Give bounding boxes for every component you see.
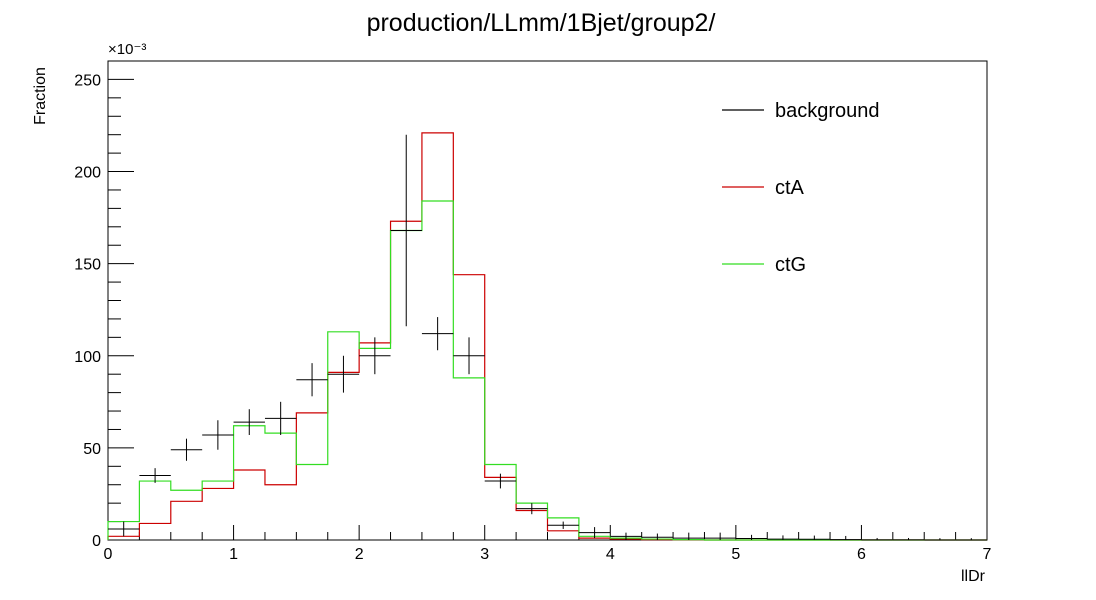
data-point (296, 363, 328, 397)
x-tick-label: 1 (229, 546, 238, 563)
x-tick-label: 4 (606, 546, 615, 563)
series-background (108, 134, 987, 541)
x-tick-label: 2 (355, 546, 364, 563)
data-point (767, 535, 799, 540)
data-point (861, 537, 893, 541)
histogram-step-ctG (107, 200, 987, 541)
y-tick-label: 50 (83, 441, 101, 458)
legend-label: ctG (775, 254, 806, 276)
data-point (170, 438, 203, 461)
plot-frame (107, 60, 988, 541)
y-tick-label: 200 (74, 165, 101, 182)
data-point (390, 134, 422, 327)
x-axis: 0 1 2 3 4 5 6 7 (104, 525, 992, 563)
data-point (202, 420, 234, 450)
y-axis-multiplier: ×10⁻³ (108, 41, 146, 58)
legend-entry-background: background (722, 100, 880, 122)
x-tick-label: 7 (983, 546, 992, 563)
x-axis-label: llDr (961, 568, 986, 585)
data-point (139, 468, 171, 483)
x-tick-label: 5 (731, 546, 740, 563)
data-point (484, 473, 517, 489)
data-point (359, 337, 391, 375)
data-point (233, 409, 265, 435)
legend: background ctA ctG (722, 100, 880, 276)
y-axis-label: Fraction (32, 67, 49, 125)
data-point (798, 535, 831, 540)
data-point (108, 521, 140, 537)
data-point (453, 337, 485, 375)
series-ctA (107, 132, 987, 541)
legend-entry-ctG: ctG (722, 254, 806, 276)
data-point (547, 521, 579, 529)
data-point (516, 503, 548, 515)
x-tick-label: 6 (857, 546, 866, 563)
legend-label: ctA (775, 177, 805, 199)
data-point (704, 532, 736, 540)
data-point (830, 535, 862, 541)
data-point (673, 532, 705, 540)
y-tick-label: 250 (74, 72, 101, 89)
data-point (955, 538, 987, 541)
y-tick-label: 0 (92, 533, 101, 550)
data-point (892, 537, 925, 541)
data-point (641, 533, 674, 540)
chart-title: production/LLmm/1Bjet/group2/ (367, 9, 716, 37)
legend-entry-ctA: ctA (722, 177, 805, 199)
y-axis: 0 50 100 150 200 250 (74, 60, 134, 550)
data-point (610, 532, 642, 540)
data-point (735, 534, 768, 540)
series-ctG (107, 200, 987, 541)
series-layer (107, 132, 987, 541)
x-tick-label: 3 (480, 546, 489, 563)
data-point (327, 355, 360, 393)
data-point (924, 538, 956, 541)
histogram-step-ctA (107, 132, 987, 541)
data-point (264, 401, 297, 435)
legend-label: background (775, 100, 880, 122)
data-point (578, 527, 611, 539)
x-tick-label: 0 (104, 546, 113, 563)
data-point (421, 317, 454, 351)
y-tick-label: 100 (74, 349, 101, 366)
y-tick-label: 150 (74, 257, 101, 274)
